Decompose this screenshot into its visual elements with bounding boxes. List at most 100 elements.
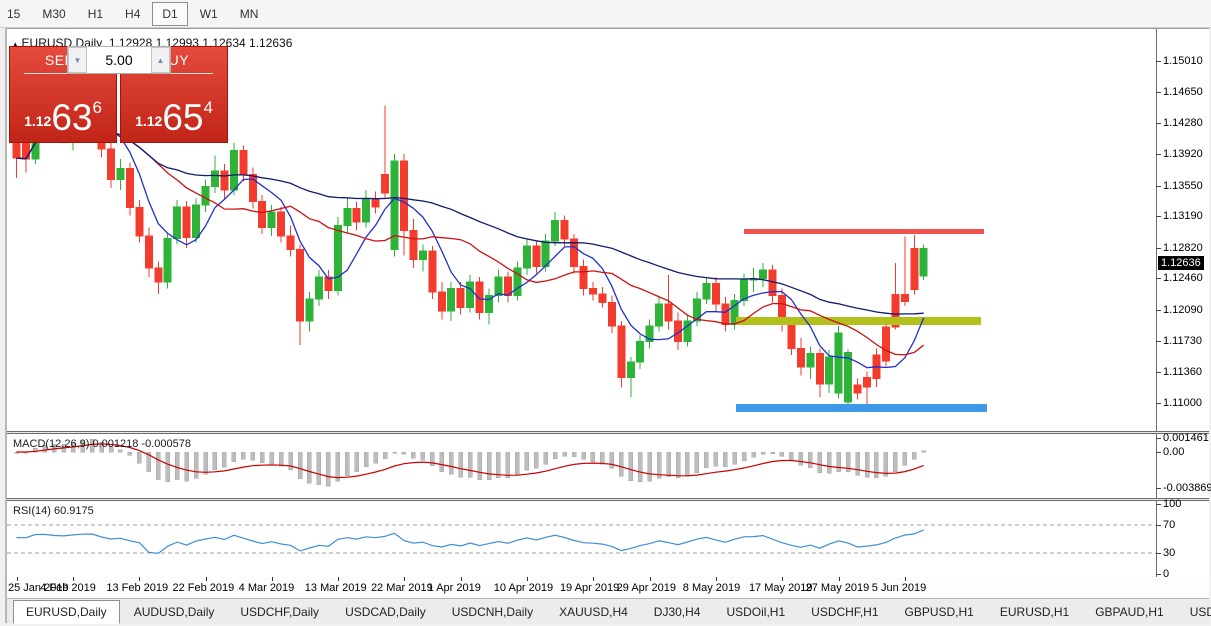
date-label: 27 May 2019 bbox=[805, 582, 870, 594]
rsi-line-svg bbox=[7, 524, 1156, 555]
timeframe-button-h1[interactable]: H1 bbox=[87, 6, 104, 21]
sell-price-prefix: 1.12 bbox=[24, 113, 52, 129]
price-axis-label: 1.14650 bbox=[1156, 86, 1203, 98]
chart-tab-usdchf-h1[interactable]: USDCHF,H1 bbox=[811, 604, 879, 619]
chart-tab-audusd-daily[interactable]: AUDUSD,Daily bbox=[133, 604, 215, 619]
date-tick bbox=[460, 577, 462, 581]
date-label: 10 Apr 2019 bbox=[493, 582, 554, 594]
macd-axis-label: -0.003869 bbox=[1156, 482, 1211, 494]
macd-axis: 0.001461 0.00 -0.003869 bbox=[1155, 432, 1211, 498]
price-axis-label: 1.12820 bbox=[1156, 242, 1203, 254]
date-tick bbox=[337, 577, 339, 581]
date-label: 13 Mar 2019 bbox=[304, 582, 367, 594]
volume-increase-button[interactable]: ▲ bbox=[151, 47, 170, 73]
date-tick bbox=[838, 577, 840, 581]
date-label: 17 May 2019 bbox=[748, 582, 813, 594]
chart-tab-usdchf-daily[interactable]: USDCHF,Daily bbox=[240, 604, 320, 619]
price-axis-label: 1.12090 bbox=[1156, 304, 1203, 316]
volume-spinner: ▼ 5.00 ▲ bbox=[67, 46, 171, 74]
volume-decrease-button[interactable]: ▼ bbox=[68, 47, 87, 73]
date-tick bbox=[139, 577, 141, 581]
macd-axis-label: 0.00 bbox=[1155, 446, 1185, 458]
rsi-axis: 100 70 30 0 bbox=[1155, 498, 1209, 580]
buy-price-prefix: 1.12 bbox=[135, 113, 163, 129]
date-label: 22 Feb 2019 bbox=[172, 582, 235, 594]
one-click-trade-panel: SELL 1.12 63 6 BUY 1.12 65 4 bbox=[9, 46, 229, 143]
buy-price-sup: 4 bbox=[203, 98, 213, 117]
date-label: 4 Feb 2019 bbox=[40, 582, 96, 594]
buy-price: 1.12 65 4 bbox=[121, 74, 227, 142]
price-axis-label: 1.13920 bbox=[1156, 148, 1203, 160]
date-tick bbox=[904, 577, 906, 581]
date-label: 4 Mar 2019 bbox=[238, 582, 295, 594]
rsi-axis-label: 70 bbox=[1155, 519, 1176, 531]
date-tick bbox=[16, 577, 18, 581]
chart-tab-gbpaud-h1[interactable]: GBPAUD,H1 bbox=[1095, 604, 1164, 619]
current-price-tag: 1.12636 bbox=[1158, 256, 1204, 270]
price-axis-label: 1.14280 bbox=[1156, 117, 1203, 129]
buy-block[interactable]: BUY 1.12 65 4 bbox=[120, 46, 228, 143]
panel-splitter[interactable] bbox=[7, 431, 1209, 434]
timeframe-button-mn[interactable]: MN bbox=[239, 6, 259, 21]
macd-chart[interactable]: MACD(12,26,9) 0.001218 -0.000578 bbox=[7, 434, 1156, 498]
chart-tab-eurusd-h1[interactable]: EURUSD,H1 bbox=[999, 604, 1070, 619]
date-tick bbox=[73, 577, 75, 581]
rsi-panel: RSI(14) 60.9175 100 70 30 0 bbox=[7, 498, 1209, 580]
date-label: 25 Jan 2019 bbox=[8, 582, 69, 594]
chart-tab-gbpusd-h1[interactable]: GBPUSD,H1 bbox=[904, 604, 974, 619]
timeframe-button-w1[interactable]: W1 bbox=[199, 6, 218, 21]
panel-splitter[interactable] bbox=[7, 498, 1209, 501]
candlestick-chart[interactable]: ▴ EURUSD,Daily 1.12928 1.12993 1.12634 1.… bbox=[7, 29, 1156, 431]
macd-axis-label: 0.001461 bbox=[1156, 432, 1209, 444]
chart-tab-usdcad-daily[interactable]: USDCAD,Daily bbox=[345, 604, 426, 619]
rsi-chart[interactable]: RSI(14) 60.9175 bbox=[7, 501, 1156, 577]
macd-panel: MACD(12,26,9) 0.001218 -0.000578 0.00146… bbox=[7, 432, 1211, 498]
volume-field[interactable]: 5.00 bbox=[105, 52, 133, 68]
date-tick bbox=[526, 577, 528, 581]
date-tick bbox=[592, 577, 594, 581]
price-axis[interactable]: 1.15010 1.14650 1.14280 1.13920 1.13550 1.131… bbox=[1156, 29, 1209, 431]
date-tick bbox=[649, 577, 651, 581]
chart-window: ▴ EURUSD,Daily 1.12928 1.12993 1.12634 1.… bbox=[7, 28, 1211, 624]
sell-block[interactable]: SELL 1.12 63 6 bbox=[9, 46, 117, 143]
date-label: 1 Apr 2019 bbox=[427, 582, 481, 594]
chart-tab-xauusd-h4[interactable]: XAUUSD,H4 bbox=[559, 604, 628, 619]
timeframe-toolbar: 15 M30 H1 H4 D1 W1 MN bbox=[0, 0, 1211, 28]
candles-svg bbox=[12, 85, 987, 413]
chart-tab-usdoil-h1[interactable]: USDOil,H1 bbox=[726, 604, 786, 619]
window-left-frame bbox=[0, 28, 7, 623]
date-label: 13 Feb 2019 bbox=[106, 582, 169, 594]
timeframe-button-m30[interactable]: M30 bbox=[42, 6, 66, 21]
chart-tab-usdcnh-daily[interactable]: USDCNH,Daily bbox=[451, 604, 534, 619]
chart-tab-eurusd-daily[interactable]: EURUSD,Daily bbox=[13, 600, 120, 624]
price-axis-label: 1.13190 bbox=[1156, 210, 1203, 222]
date-label: 5 Jun 2019 bbox=[871, 582, 927, 594]
price-chart-panel: ▴ EURUSD,Daily 1.12928 1.12993 1.12634 1.… bbox=[7, 29, 1209, 431]
price-axis-label: 1.11360 bbox=[1156, 366, 1202, 378]
price-axis-label: 1.11730 bbox=[1156, 335, 1202, 347]
chart-tab-strip: EURUSD,Daily AUDUSD,Daily USDCHF,Daily USDC… bbox=[7, 599, 1211, 624]
date-tick bbox=[205, 577, 207, 581]
timeframe-button-h4[interactable]: H4 bbox=[125, 6, 141, 21]
date-label: 29 Apr 2019 bbox=[616, 582, 676, 594]
macd-label: MACD(12,26,9) 0.001218 -0.000578 bbox=[13, 438, 191, 450]
rsi-axis-label: 30 bbox=[1155, 547, 1176, 559]
timeframe-button-d1[interactable]: D1 bbox=[152, 1, 188, 26]
chart-tab-dj30-h4[interactable]: DJ30,H4 bbox=[653, 604, 701, 619]
rsi-label: RSI(14) 60.9175 bbox=[13, 505, 94, 517]
date-tick bbox=[781, 577, 783, 581]
chart-tab-usdjp[interactable]: USDJP bbox=[1189, 604, 1211, 619]
macd-histogram-svg bbox=[14, 439, 926, 487]
buy-price-big: 65 bbox=[162, 96, 204, 138]
timeframe-button-15[interactable]: 15 bbox=[7, 6, 21, 21]
date-tick bbox=[271, 577, 273, 581]
sell-price: 1.12 63 6 bbox=[10, 74, 116, 142]
date-label: 22 Mar 2019 bbox=[370, 582, 433, 594]
date-label: 8 May 2019 bbox=[682, 582, 741, 594]
collapse-arrow-icon[interactable]: ▴ bbox=[13, 39, 18, 49]
price-axis-label: 1.12460 bbox=[1156, 272, 1203, 284]
rsi-axis-label: 0 bbox=[1155, 568, 1170, 580]
date-axis[interactable]: 25 Jan 2019 4 Feb 2019 13 Feb 2019 22 Feb 2… bbox=[7, 577, 1209, 599]
sell-price-sup: 6 bbox=[92, 98, 102, 117]
sell-price-big: 63 bbox=[51, 96, 93, 138]
